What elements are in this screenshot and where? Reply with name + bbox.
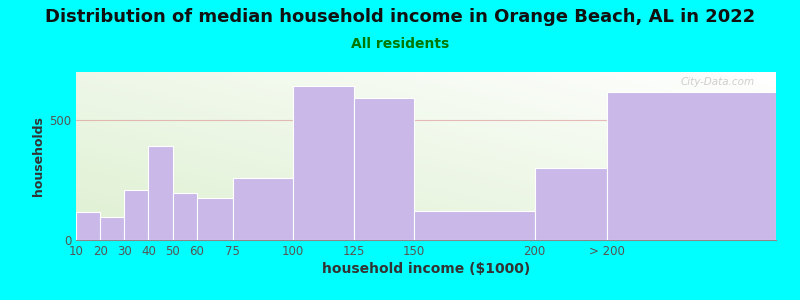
Bar xyxy=(534,168,607,240)
Y-axis label: households: households xyxy=(32,116,45,196)
Bar xyxy=(100,217,124,240)
Bar xyxy=(149,146,173,240)
Text: Distribution of median household income in Orange Beach, AL in 2022: Distribution of median household income … xyxy=(45,8,755,26)
Bar xyxy=(197,198,233,240)
X-axis label: household income ($1000): household income ($1000) xyxy=(322,262,530,276)
Bar xyxy=(76,212,100,240)
Bar xyxy=(124,190,149,240)
Bar xyxy=(414,211,534,240)
Bar xyxy=(294,86,354,240)
Bar xyxy=(607,92,776,240)
Text: All residents: All residents xyxy=(351,38,449,52)
Bar xyxy=(354,98,414,240)
Bar xyxy=(233,178,294,240)
Text: City-Data.com: City-Data.com xyxy=(681,77,755,87)
Bar xyxy=(173,193,197,240)
